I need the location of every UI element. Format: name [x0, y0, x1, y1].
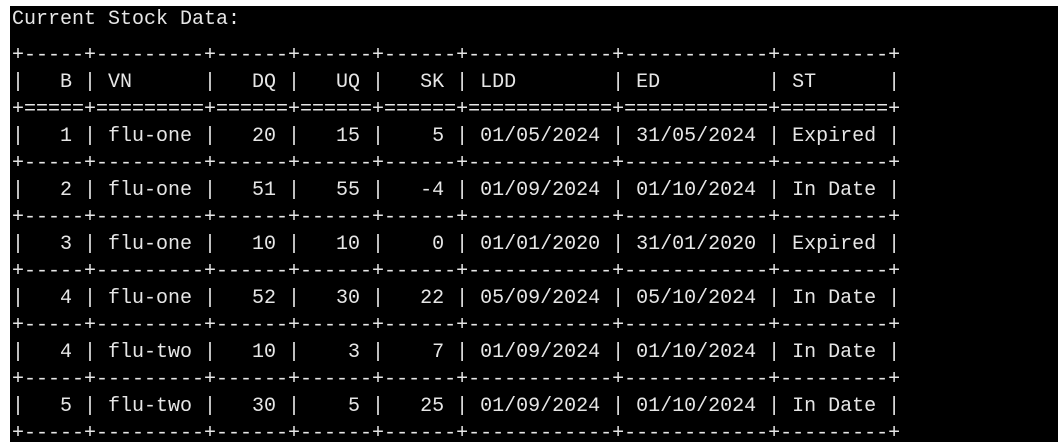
table-header-separator: +=====+=========+======+======+======+==… [12, 98, 901, 121]
table-row: | 4 | flu-two | 10 | 3 | 7 | 01/09/2024 … [12, 341, 901, 364]
table-header-row: | B | VN | DQ | UQ | SK | LDD | ED | ST … [12, 71, 901, 94]
table-row-separator: +-----+---------+------+------+------+--… [12, 260, 901, 283]
terminal-title: Current Stock Data: [12, 8, 241, 31]
table-row: | 2 | flu-one | 51 | 55 | -4 | 01/09/202… [12, 179, 901, 202]
terminal-window[interactable]: Current Stock Data: +-----+---------+---… [10, 6, 1058, 442]
table-row-separator: +-----+---------+------+------+------+--… [12, 314, 901, 337]
table-row-separator: +-----+---------+------+------+------+--… [12, 152, 901, 175]
table-row-separator: +-----+---------+------+------+------+--… [12, 422, 901, 442]
table-row: | 4 | flu-one | 52 | 30 | 22 | 05/09/202… [12, 287, 901, 310]
table-row-separator: +-----+---------+------+------+------+--… [12, 368, 901, 391]
table-row: | 3 | flu-one | 10 | 10 | 0 | 01/01/2020… [12, 233, 901, 256]
table-border-top: +-----+---------+------+------+------+--… [12, 44, 901, 67]
table-row: | 5 | flu-two | 30 | 5 | 25 | 01/09/2024… [12, 395, 901, 418]
table-row: | 1 | flu-one | 20 | 15 | 5 | 01/05/2024… [12, 125, 901, 148]
table-row-separator: +-----+---------+------+------+------+--… [12, 206, 901, 229]
